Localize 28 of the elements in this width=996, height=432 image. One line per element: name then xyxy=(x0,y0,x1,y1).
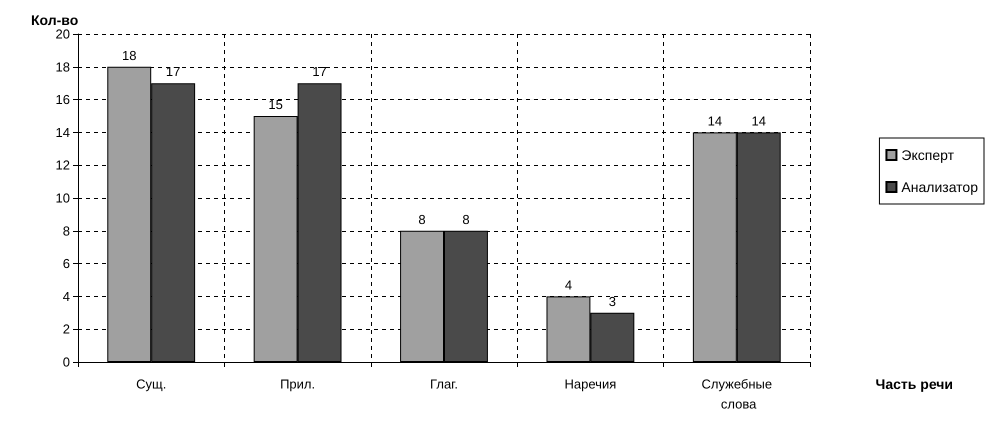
data-label: 8 xyxy=(418,212,426,227)
data-label: 14 xyxy=(752,113,766,128)
y-tick-label: 8 xyxy=(62,223,70,238)
legend-label: Эксперт xyxy=(901,147,955,163)
y-tick-label: 2 xyxy=(62,322,70,337)
y-tick-label: 16 xyxy=(56,92,70,108)
y-tick-label: 20 xyxy=(56,26,70,42)
y-tick-label: 18 xyxy=(56,59,70,74)
x-tick-label: Сущ. xyxy=(136,376,166,392)
y-tick-label: 6 xyxy=(62,256,70,272)
data-label: 4 xyxy=(564,277,572,292)
data-label: 3 xyxy=(608,294,616,309)
x-tick-label: Глаг. xyxy=(430,376,458,392)
data-label: 8 xyxy=(462,212,470,227)
data-label: 18 xyxy=(122,48,136,63)
y-tick-label: 4 xyxy=(62,288,70,304)
y-tick-label: 0 xyxy=(62,354,70,370)
legend-label: Анализатор xyxy=(901,179,978,195)
y-tick-label: 10 xyxy=(56,190,70,206)
data-label: 15 xyxy=(268,97,283,112)
x-axis-title: Часть речи xyxy=(876,376,954,392)
x-tick-label: Наречия xyxy=(564,376,616,392)
x-tick-label: Прил. xyxy=(280,376,316,392)
x-tick-label: Служебные слова xyxy=(701,376,772,412)
y-tick-label: 12 xyxy=(56,158,70,173)
y-tick-label: 14 xyxy=(56,124,70,140)
data-label: 14 xyxy=(708,113,722,128)
y-axis-title: Кол-во xyxy=(31,12,78,28)
